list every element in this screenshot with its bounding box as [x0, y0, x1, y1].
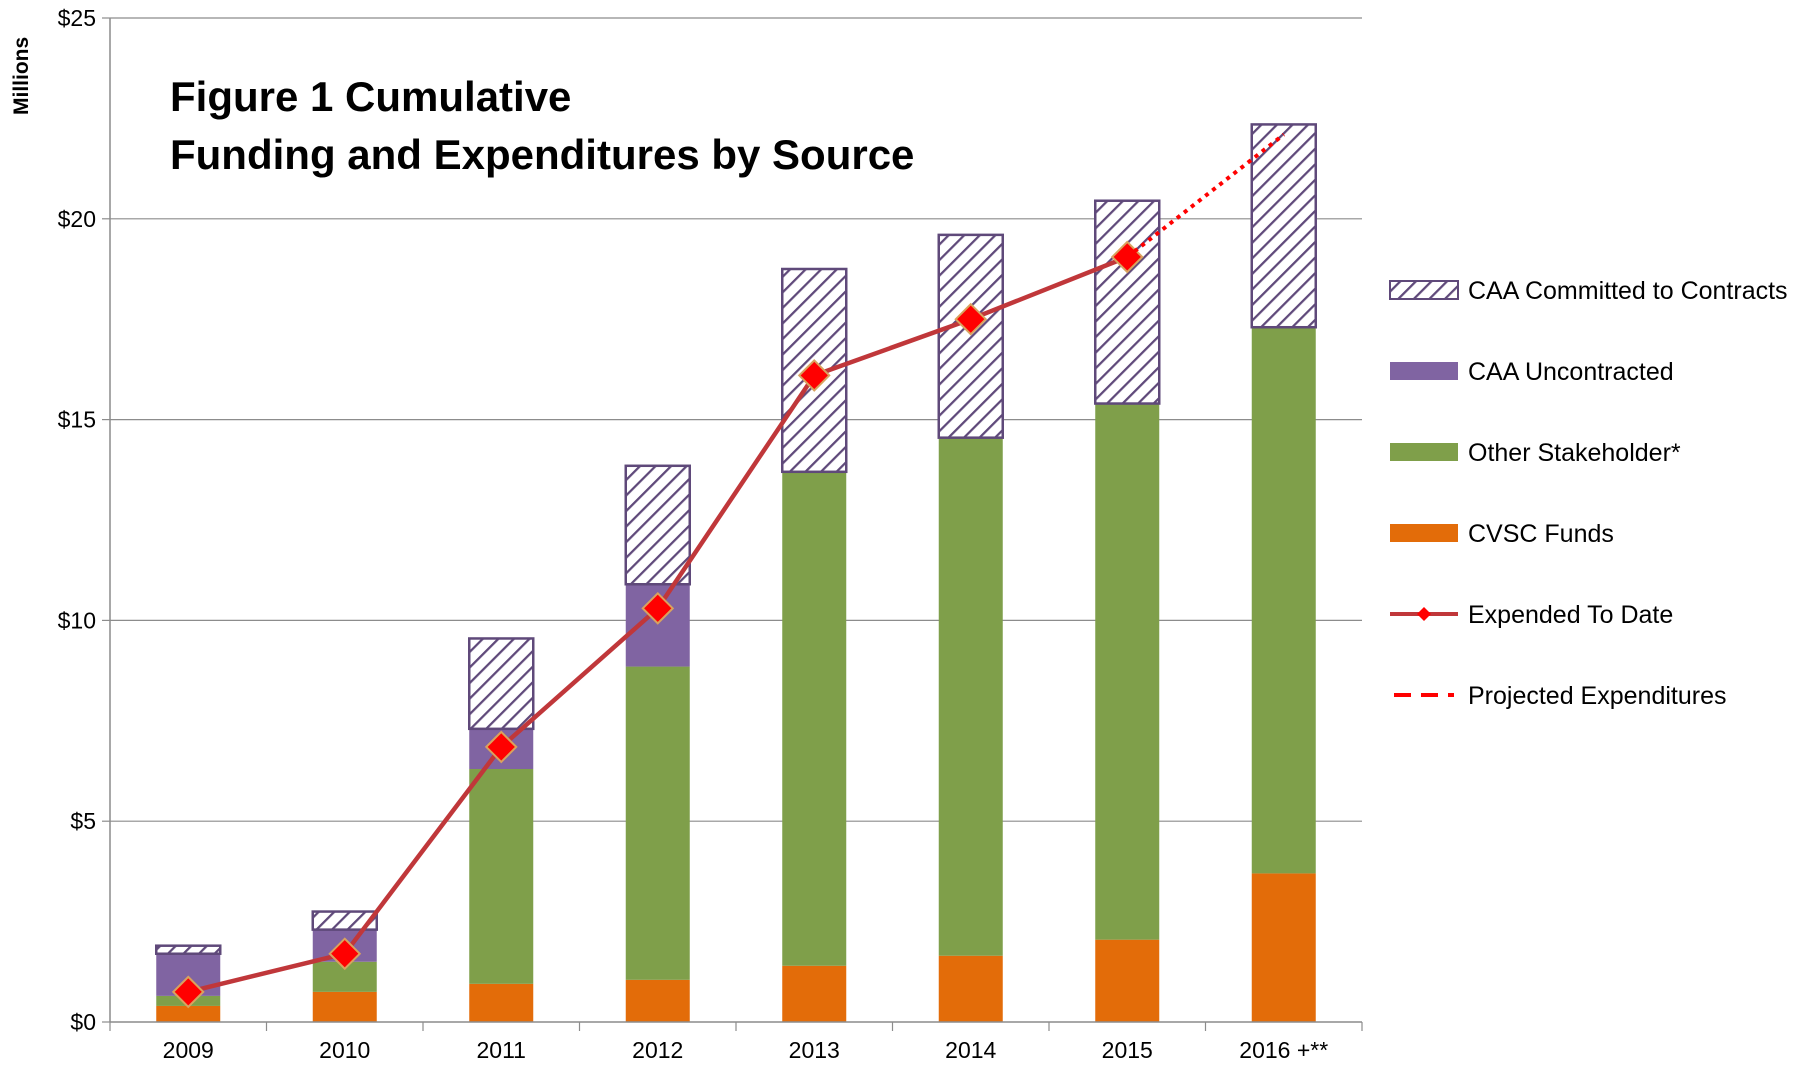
y-tick-label: $25 [58, 5, 96, 31]
bar-other-stakeholder [938, 437, 1003, 956]
x-tick-label: 2014 [945, 1037, 996, 1063]
x-tick-label: 2016 +** [1239, 1037, 1328, 1063]
legend-item: Expended To Date [1390, 601, 1673, 629]
x-tick-label: 2013 [789, 1037, 840, 1063]
x-tick-label: 2015 [1102, 1037, 1153, 1063]
expended-to-date-marker [641, 591, 675, 625]
legend-label-cvsc-funds: CVSC Funds [1468, 520, 1614, 548]
axes [102, 17, 1363, 1031]
y-tick-label: $10 [58, 607, 96, 633]
bar-other-stakeholder [782, 471, 847, 966]
legend-item: Other Stakeholder* [1390, 439, 1681, 467]
legend-swatch-caa-uncontracted [1390, 362, 1458, 380]
bars [155, 123, 1317, 1022]
legend: CAA Committed to Contracts CAA Uncontract… [1389, 277, 1788, 710]
bar-cvsc-funds [938, 955, 1003, 1022]
expended-to-date-marker [954, 302, 988, 336]
bar-other-stakeholder [1095, 403, 1160, 940]
bar-cvsc-funds [1095, 939, 1160, 1022]
bar-caa-committed-to-contracts [311, 910, 378, 931]
x-tick-label: 2010 [319, 1037, 370, 1063]
expended-to-date-marker [484, 730, 518, 764]
x-tick-label: 2012 [632, 1037, 683, 1063]
chart-title-line-1: Figure 1 Cumulative [170, 73, 571, 120]
x-tick-label: 2009 [163, 1037, 214, 1063]
projected-expenditures-line [1126, 132, 1286, 259]
y-axis-unit-label: Millions [10, 37, 33, 115]
tick-labels: $0 $5 $10 $15 $20 $25 2009 2010 2011 2012 2013 2014… [58, 5, 1329, 1063]
bar-caa-committed-to-contracts [155, 944, 222, 955]
bar-cvsc-funds [156, 1005, 221, 1022]
x-tick-label: 2011 [477, 1037, 526, 1063]
legend-swatch-caa-committed-to-contracts [1389, 280, 1459, 300]
y-tick-label: $15 [58, 407, 96, 433]
legend-item: CVSC Funds [1390, 520, 1614, 548]
bar-caa-committed-to-contracts [624, 464, 691, 586]
expended-to-date-marker [797, 359, 831, 392]
legend-label-expended-to-date: Expended To Date [1468, 601, 1673, 629]
bar-caa-committed-to-contracts [1250, 123, 1317, 329]
legend-item: CAA Committed to Contracts [1389, 277, 1788, 305]
legend-label-projected-expenditures: Projected Expenditures [1468, 682, 1726, 710]
bar-cvsc-funds [1251, 873, 1316, 1022]
bar-cvsc-funds [312, 991, 377, 1022]
legend-label-other-stakeholder: Other Stakeholder* [1468, 439, 1681, 467]
legend-marker-expended-to-date [1417, 607, 1431, 621]
legend-swatch-other-stakeholder [1390, 443, 1458, 461]
bar-other-stakeholder [1251, 327, 1316, 874]
bar-caa-committed-to-contracts [1094, 199, 1161, 405]
legend-item: Projected Expenditures [1394, 682, 1726, 710]
legend-label-caa-uncontracted: CAA Uncontracted [1468, 358, 1674, 386]
bar-caa-committed-to-contracts [937, 233, 1004, 439]
chart-title-line-2: Funding and Expenditures by Source [170, 131, 914, 178]
legend-item: CAA Uncontracted [1390, 358, 1674, 386]
expended-to-date-marker [171, 975, 205, 1009]
y-tick-label: $0 [70, 1009, 96, 1035]
bar-cvsc-funds [782, 965, 847, 1022]
bar-caa-committed-to-contracts [468, 637, 535, 731]
expended-to-date-marker [328, 937, 362, 971]
bar-other-stakeholder [625, 666, 690, 980]
y-tick-label: $20 [58, 206, 96, 232]
legend-label-caa-committed-to-contracts: CAA Committed to Contracts [1468, 277, 1788, 305]
expenditure-lines [171, 132, 1286, 1009]
bar-cvsc-funds [469, 983, 534, 1022]
bar-other-stakeholder [469, 768, 534, 984]
bar-cvsc-funds [625, 979, 690, 1022]
y-tick-label: $5 [70, 808, 96, 834]
legend-swatch-cvsc-funds [1390, 524, 1458, 542]
